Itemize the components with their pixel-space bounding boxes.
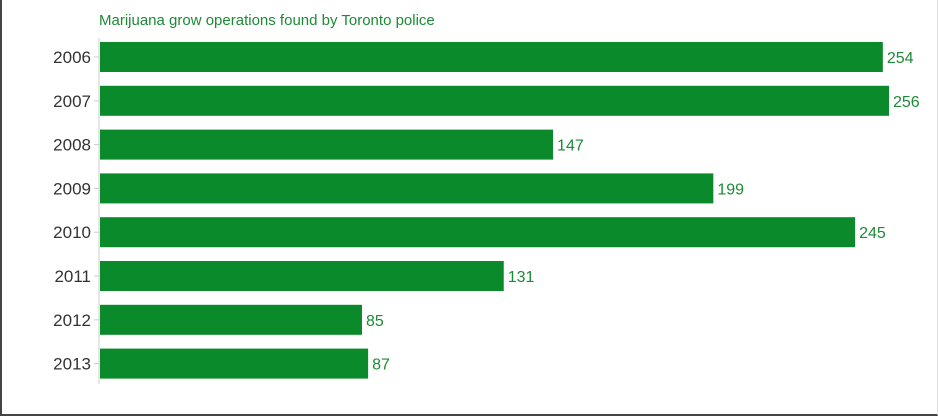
- bar: [100, 217, 856, 248]
- bar-value-label: 85: [366, 313, 384, 330]
- y-tick-label: 2007: [53, 92, 91, 111]
- bar-value-label: 131: [508, 269, 535, 286]
- bar: [100, 129, 554, 160]
- y-tick-label: 2010: [53, 223, 91, 242]
- y-tick-label: 2011: [54, 267, 91, 286]
- chart-title: Marijuana grow operations found by Toron…: [99, 12, 435, 29]
- bar: [100, 304, 362, 335]
- bar-value-label: 245: [859, 225, 886, 242]
- bar: [100, 348, 369, 379]
- bar: [100, 42, 883, 72]
- bar-value-label: 256: [893, 94, 920, 111]
- y-tick-label: 2009: [53, 179, 91, 198]
- y-tick-label: 2006: [53, 48, 91, 67]
- bar: [100, 173, 714, 204]
- y-tick-label: 2008: [53, 136, 91, 155]
- bar-value-label: 199: [717, 181, 744, 198]
- bar-value-label: 147: [557, 138, 584, 155]
- bar: [100, 85, 889, 116]
- bars-group: 2006 254 2007 256 2008 147 2009 199 2010 245 2011 1…: [53, 42, 920, 379]
- y-tick-label: 2013: [53, 355, 91, 374]
- bar: [100, 261, 504, 291]
- bar-value-label: 87: [372, 357, 390, 374]
- bar-value-label: 254: [887, 50, 914, 67]
- y-tick-label: 2012: [53, 311, 91, 330]
